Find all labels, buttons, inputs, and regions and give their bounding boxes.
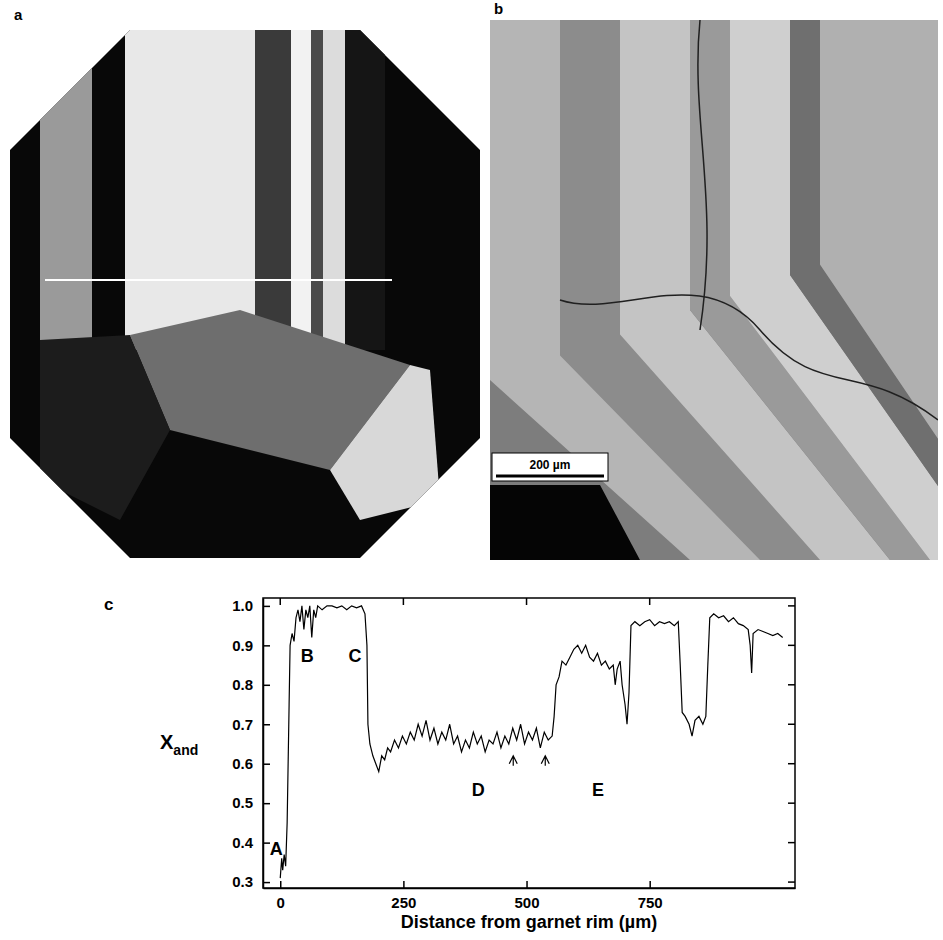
y-tick-mark (263, 724, 270, 726)
profile-line (280, 606, 782, 878)
y-tick-label: 0.3 (232, 873, 253, 890)
y-tick: 0.6 (232, 755, 270, 772)
mirror-ticks (280, 598, 795, 882)
x-tick-mark-top (403, 598, 405, 605)
zone-stripe (40, 30, 92, 350)
zone-label: B (301, 646, 314, 666)
figure: a b 200 µm c 0 250 500 750 0.3 0.4 0.5 0.6 0.7 0.8 0.9… (0, 0, 943, 940)
y-tick-label: 0.5 (232, 794, 253, 811)
x-tick: 0 (277, 881, 285, 911)
zone-label: C (349, 646, 362, 666)
y-tick-mark (263, 803, 270, 805)
zone-stripe (345, 30, 385, 350)
x-tick-mark-top (526, 598, 528, 605)
profile-line (45, 279, 392, 281)
y-axis-title-main: X (160, 731, 174, 753)
x-tick: 500 (515, 881, 540, 911)
zone-label: A (270, 839, 283, 859)
plot-area (280, 606, 782, 878)
matrix (490, 485, 640, 560)
y-tick-label: 0.4 (232, 834, 254, 851)
panel-a: a (10, 6, 480, 558)
y-tick: 0.9 (232, 637, 270, 654)
y-axis-title: Xand (160, 731, 198, 758)
x-tick-mark (649, 881, 651, 888)
arrows (509, 756, 549, 766)
y-tick: 0.4 (232, 834, 270, 851)
x-tick-label: 500 (515, 894, 540, 911)
y-tick: 0.7 (232, 716, 270, 733)
y-tick-mark-right (788, 802, 795, 804)
x-tick: 750 (638, 881, 663, 911)
panel-letter: c (104, 595, 113, 614)
photo-a (10, 30, 480, 558)
arrow-marker (541, 756, 549, 766)
plot-frame (263, 598, 795, 888)
x-axis-title: Distance from garnet rim (µm) (401, 912, 657, 932)
y-tick-mark (263, 645, 270, 647)
y-tick-mark (263, 606, 270, 608)
panel-letter: b (494, 0, 503, 17)
x-tick-mark-top (279, 598, 281, 605)
y-tick: 0.5 (232, 794, 270, 811)
panel-b: b 200 µm (490, 0, 943, 560)
y-tick-mark-right (788, 763, 795, 765)
zone-label: E (592, 780, 604, 800)
annotations: A B C D E (270, 646, 604, 859)
x-tick-mark (280, 881, 282, 888)
y-tick-mark-right (788, 645, 795, 647)
crack (560, 20, 938, 420)
arrow-marker (509, 756, 517, 766)
y-axis-title-subscript: and (173, 742, 198, 758)
x-tick-mark-top (649, 598, 651, 605)
scale-bar: 200 µm (492, 453, 608, 481)
y-axis: 0.3 0.4 0.5 0.6 0.7 0.8 0.9 1.0 (232, 597, 270, 890)
y-tick-mark-right (788, 724, 795, 726)
y-tick-mark-right (788, 842, 795, 844)
x-axis-line (264, 888, 796, 890)
zone-band (330, 365, 440, 520)
zone-label: D (472, 780, 485, 800)
photo-ground (10, 30, 480, 558)
y-tick-label: 1.0 (232, 597, 253, 614)
y-tick-mark-right (788, 605, 795, 607)
y-tick-mark (263, 685, 270, 687)
y-tick-label: 0.8 (232, 676, 253, 693)
zone-stripe (125, 30, 255, 350)
zone-stripe (291, 30, 311, 350)
x-tick-label: 250 (391, 894, 416, 911)
zone-stripe (255, 30, 291, 350)
y-tick-label: 0.6 (232, 755, 253, 772)
scale-bar-label: 200 µm (530, 458, 571, 472)
zone-band (820, 20, 938, 560)
y-tick-mark-right (788, 684, 795, 686)
x-tick-label: 750 (638, 894, 663, 911)
y-tick: 0.8 (232, 676, 270, 693)
zone-band (40, 335, 170, 520)
y-tick: 0.3 (232, 873, 270, 890)
photo-b (490, 20, 938, 560)
panel-c: c 0 250 500 750 0.3 0.4 0.5 0.6 0.7 0.8 0.9 1.0 A B C D E… (104, 595, 796, 932)
y-axis-line (263, 599, 265, 889)
x-tick: 250 (391, 881, 416, 911)
x-tick-mark (526, 881, 528, 888)
y-tick-mark-right (788, 881, 795, 883)
panel-letter: a (14, 6, 23, 23)
y-tick-label: 0.7 (232, 716, 253, 733)
zone-stripe (323, 30, 345, 350)
y-tick-mark (263, 882, 270, 884)
y-tick: 1.0 (232, 597, 270, 614)
y-tick-mark (263, 763, 270, 765)
scale-bar-line (496, 475, 604, 478)
x-axis: 0 250 500 750 (264, 881, 796, 911)
zone-stripe (311, 30, 323, 350)
y-tick-label: 0.9 (232, 637, 253, 654)
scale-bar-box (492, 453, 608, 481)
x-tick-mark (403, 881, 405, 888)
x-tick-label: 0 (277, 894, 285, 911)
